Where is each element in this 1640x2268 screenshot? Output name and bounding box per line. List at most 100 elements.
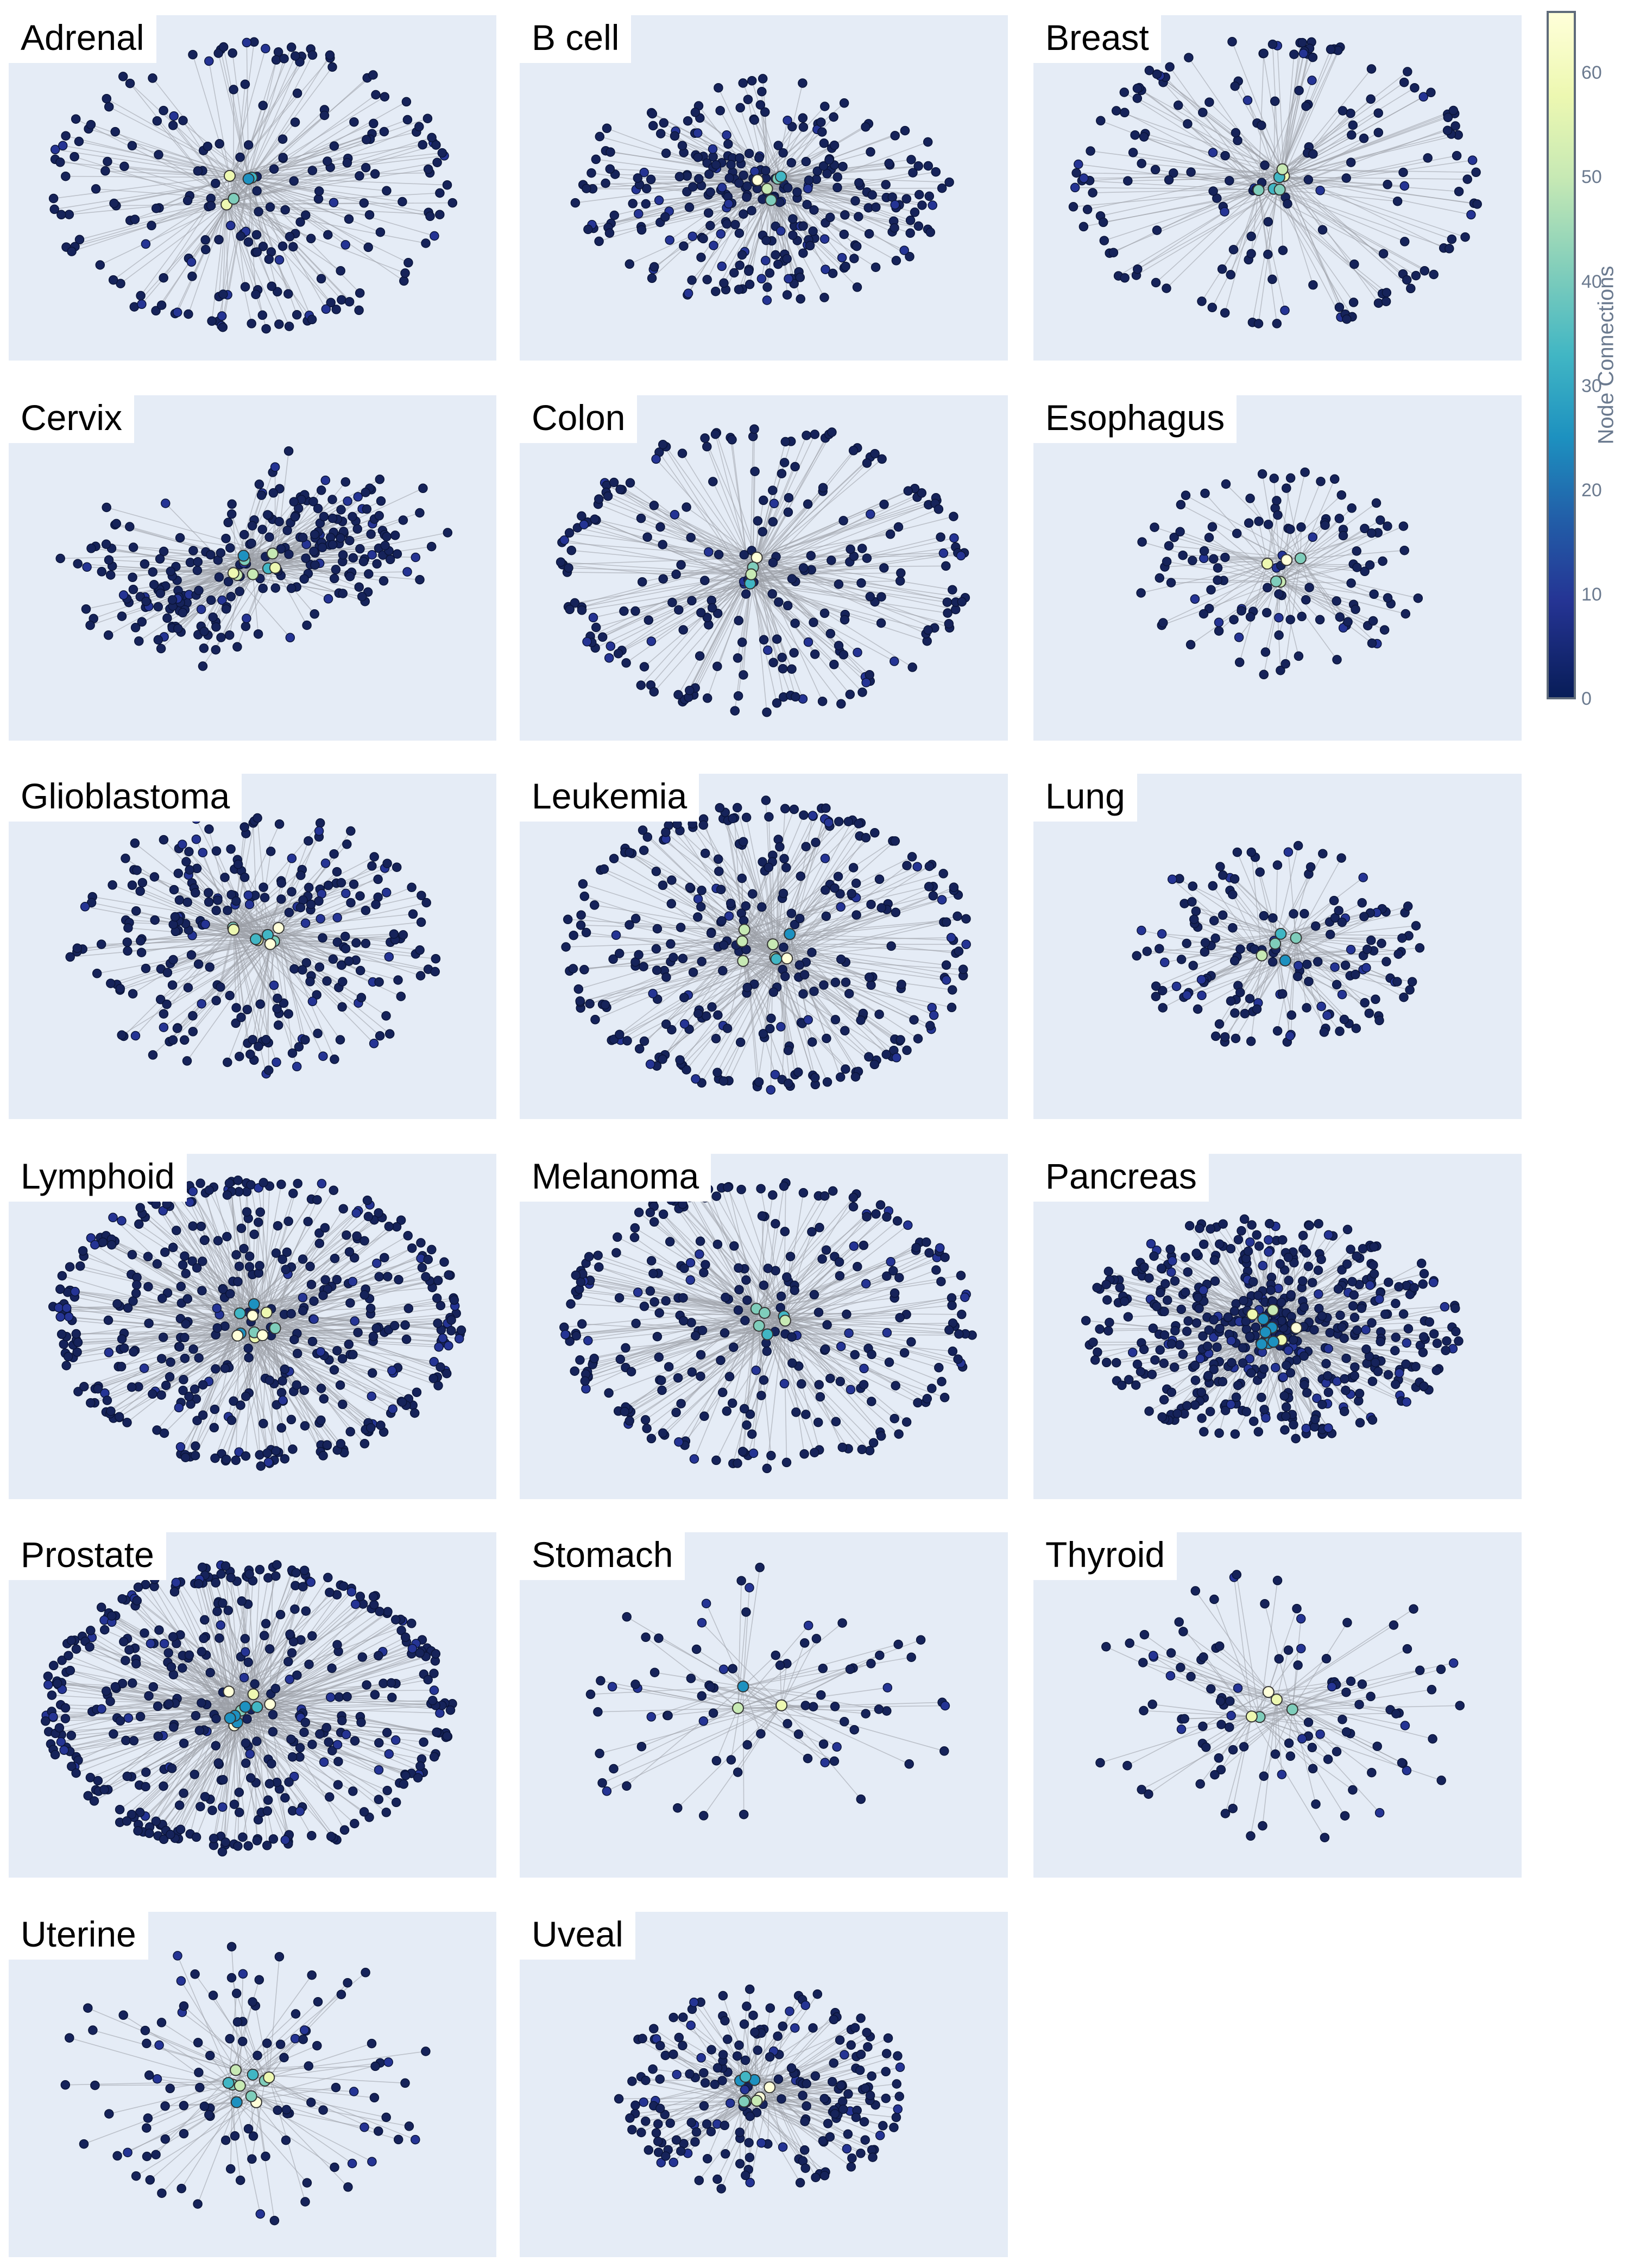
network-node	[1246, 231, 1256, 242]
network-node	[667, 597, 677, 608]
network-node	[944, 177, 954, 187]
network-node	[843, 817, 854, 826]
network-node	[806, 551, 816, 561]
network-node	[287, 1048, 298, 1058]
network-node	[902, 1045, 912, 1056]
network-node	[181, 1268, 191, 1279]
network-node	[910, 207, 920, 217]
network-node	[109, 198, 119, 209]
network-node	[168, 1242, 178, 1253]
network-edge	[83, 927, 234, 950]
network-node	[213, 895, 223, 905]
network-node	[298, 533, 308, 542]
network-node	[733, 691, 743, 701]
network-node	[176, 1281, 186, 1292]
network-edge	[161, 1333, 241, 1395]
network-edge	[62, 145, 252, 178]
network-node	[603, 491, 613, 501]
network-node	[899, 245, 909, 255]
network-edge	[237, 1335, 262, 1467]
network-node	[819, 138, 829, 148]
network-node	[270, 462, 280, 472]
network-node	[770, 1070, 780, 1079]
network-node	[175, 1442, 186, 1452]
network-node	[211, 1364, 220, 1374]
network-edge	[60, 553, 273, 559]
network-node	[1301, 595, 1311, 605]
network-node	[1120, 108, 1130, 118]
network-node	[881, 1050, 891, 1059]
network-node	[1405, 985, 1415, 995]
network-node	[1250, 944, 1259, 954]
network-edge	[69, 198, 234, 215]
network-edge	[1275, 865, 1278, 944]
network-node	[75, 1261, 85, 1271]
network-node	[1339, 1014, 1349, 1025]
network-node	[185, 1197, 195, 1207]
network-edge	[756, 557, 926, 634]
network-node	[415, 508, 425, 518]
network-node	[597, 632, 608, 642]
network-node	[1226, 996, 1236, 1006]
network-node	[821, 885, 830, 895]
network-node	[223, 517, 233, 528]
network-node	[314, 896, 324, 906]
network-node	[1466, 210, 1476, 220]
network-node	[1286, 1010, 1297, 1020]
network-node	[745, 280, 755, 289]
network-node	[265, 202, 275, 212]
network-edge	[753, 567, 913, 668]
network-node	[1169, 532, 1179, 542]
network-edge	[774, 957, 789, 1051]
network-node	[658, 1054, 667, 1064]
network-node	[1263, 583, 1272, 593]
network-edge	[248, 55, 313, 179]
network-graph	[1136, 467, 1423, 680]
network-node	[692, 128, 703, 138]
network-node	[636, 225, 647, 235]
network-node	[273, 1020, 283, 1030]
network-edge	[251, 96, 385, 178]
network-edge	[255, 863, 326, 940]
network-node	[1294, 85, 1304, 96]
network-edge	[1258, 189, 1387, 293]
network-node	[798, 221, 808, 231]
network-node	[358, 557, 369, 566]
network-node	[188, 1186, 198, 1196]
network-node	[196, 604, 206, 614]
network-node	[931, 167, 941, 177]
network-edge	[751, 572, 901, 575]
panel-title: Colon	[520, 395, 638, 443]
network-node	[1188, 961, 1198, 970]
network-node	[168, 955, 178, 965]
network-node	[121, 854, 130, 863]
network-node	[783, 1078, 793, 1088]
network-node	[1373, 298, 1384, 308]
network-node	[1098, 217, 1108, 228]
network-node	[256, 1461, 266, 1471]
hub-node	[781, 952, 793, 965]
network-node	[1228, 923, 1238, 933]
network-node	[576, 920, 586, 930]
network-node	[594, 236, 604, 247]
network-node	[200, 235, 210, 245]
network-edge	[270, 944, 324, 1057]
network-edge	[657, 944, 773, 1000]
network-graph	[570, 74, 954, 305]
network-node	[1176, 955, 1187, 964]
network-node	[591, 622, 601, 633]
network-node	[712, 661, 722, 671]
network-node	[97, 567, 107, 577]
network-node	[198, 848, 208, 857]
network-node	[1320, 520, 1330, 530]
network-edge	[756, 497, 936, 558]
hub-node	[1276, 163, 1289, 175]
network-node	[344, 1340, 354, 1349]
network-node	[679, 993, 689, 1003]
network-node	[382, 858, 392, 868]
network-node	[841, 261, 850, 271]
network-node	[1257, 121, 1266, 130]
network-node	[912, 862, 922, 871]
network-node	[633, 173, 643, 183]
network-node	[174, 1403, 184, 1413]
